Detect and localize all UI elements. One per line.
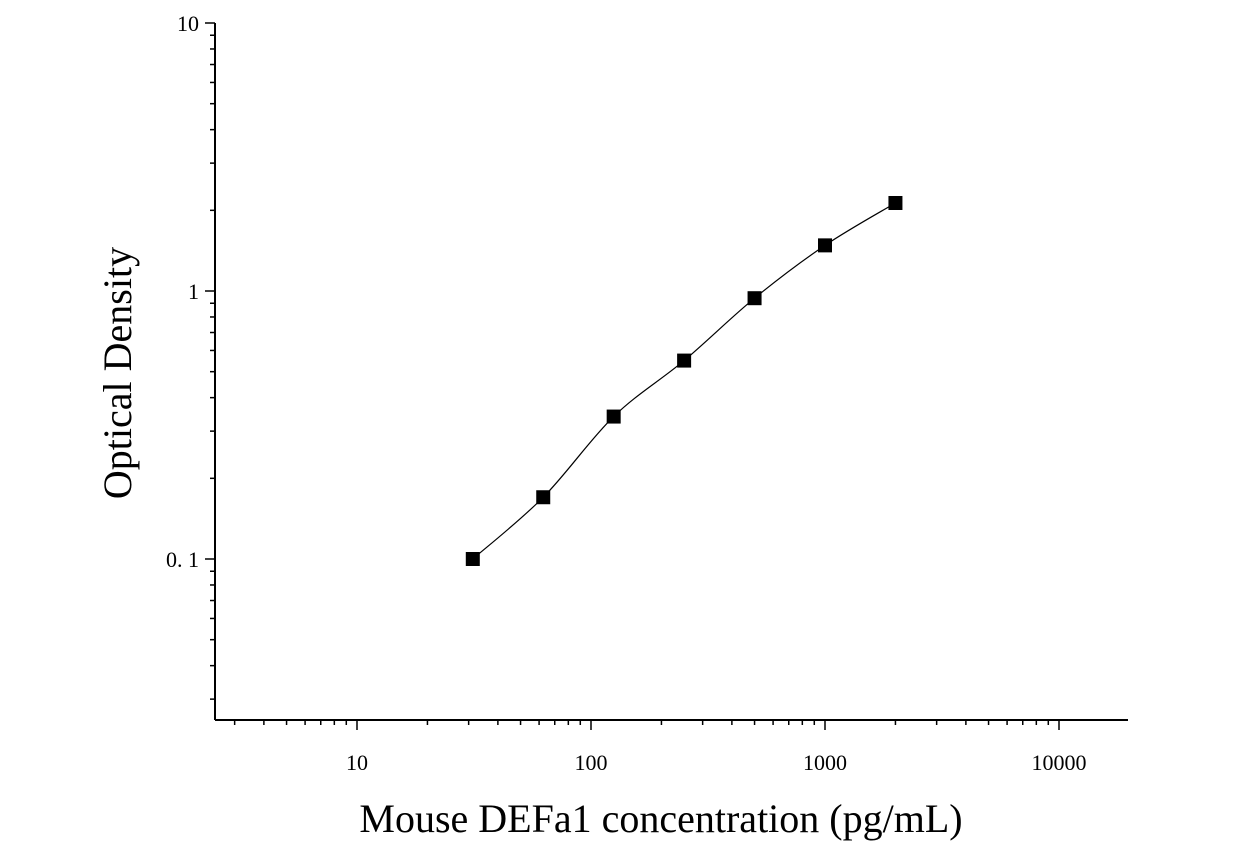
x-tick-label: 10000 (1032, 750, 1087, 775)
x-tick-label: 1000 (803, 750, 847, 775)
ticks-layer: 10 100 1000 10000 0. 1 1 10 (166, 11, 1087, 775)
data-point (818, 238, 832, 253)
x-tick-label: 100 (575, 750, 608, 775)
fit-curve (472, 202, 896, 560)
data-point (465, 552, 480, 566)
data-point (536, 490, 551, 505)
data-point (606, 409, 621, 424)
fit-curve-layer (472, 202, 896, 560)
y-axis-label: Optical Density (95, 247, 140, 499)
data-point (888, 195, 903, 210)
data-point (677, 353, 692, 368)
data-point (747, 291, 762, 306)
axes (214, 23, 1128, 721)
x-axis-label: Mouse DEFa1 concentration (pg/mL) (359, 796, 962, 841)
x-tick-label: 10 (346, 750, 368, 775)
y-tick-label: 0. 1 (166, 547, 199, 572)
y-tick-label: 1 (188, 279, 199, 304)
y-tick-label: 10 (177, 11, 199, 36)
data-points-layer (465, 195, 903, 566)
